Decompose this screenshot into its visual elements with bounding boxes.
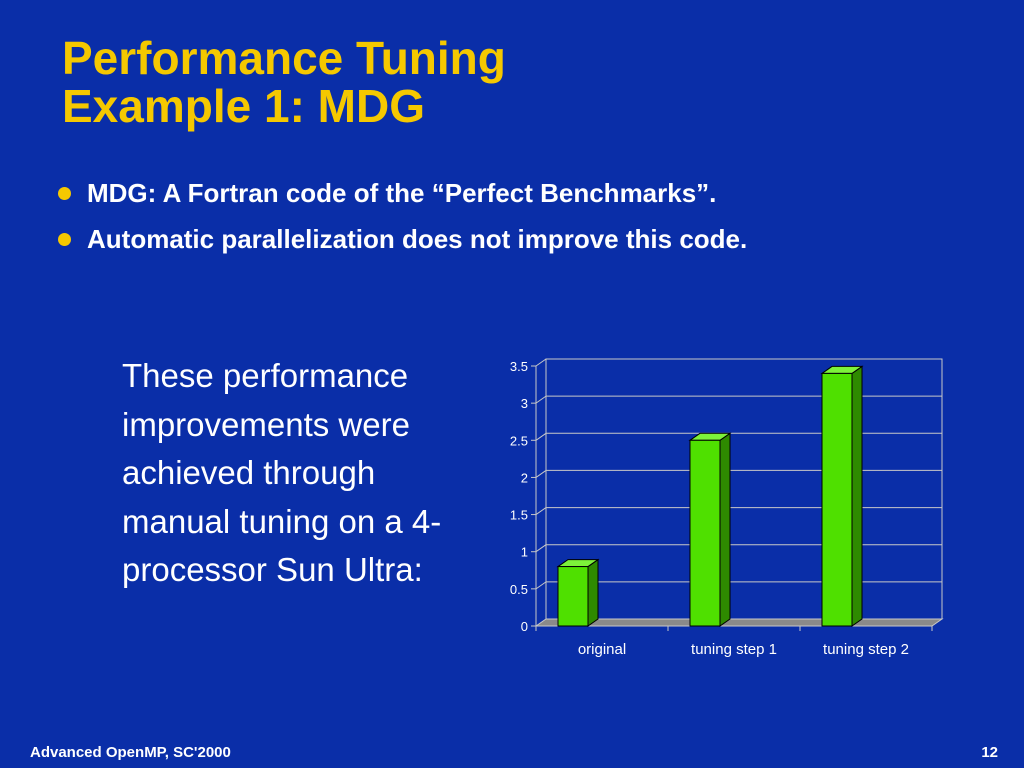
footer-text: Advanced OpenMP, SC'2000 [30,744,231,761]
bullet-item: Automatic parallelization does not impro… [56,224,747,254]
slide-title: Performance Tuning Example 1: MDG [62,34,506,130]
gridline-depth [535,358,547,367]
y-tick-label: 2 [521,470,528,485]
title-line-1: Performance Tuning [62,32,506,84]
bullet-list: MDG: A Fortran code of the “Perfect Benc… [56,178,747,270]
gridline-depth [535,395,547,404]
title-line-2: Example 1: MDG [62,80,425,132]
gridline-depth [535,544,547,553]
y-tick-label: 3.5 [510,359,528,374]
page-number: 12 [981,744,998,761]
bar [821,372,853,627]
y-tick-label: 0.5 [510,582,528,597]
bullet-text: MDG: A Fortran code of the “Perfect Benc… [87,178,717,208]
bullet-dot-icon [58,232,71,246]
gridline-depth [535,581,547,590]
plot-back-wall [545,358,943,620]
gridline-depth [535,507,547,515]
y-tick-label: 2.5 [510,433,528,448]
x-tick-label: tuning step 2 [823,641,909,658]
bar-chart: 0 0.5 1 1.5 2 2.5 3 3.5 original tuning step 1 tun… [510,358,944,658]
bullet-dot-icon [58,186,71,200]
y-tick-label: 0 [521,619,528,634]
description-text: These performance improvements were achi… [122,357,442,588]
y-tick-label: 1 [521,545,528,560]
bullet-item: MDG: A Fortran code of the “Perfect Benc… [56,178,747,208]
x-tick-label: tuning step 1 [691,641,777,658]
bar-side [587,558,599,627]
x-tick-label: original [578,641,626,658]
gridline-depth [535,432,547,441]
y-tick-label: 3 [521,396,528,411]
bullet-text: Automatic parallelization does not impro… [87,224,748,254]
bar-side [719,432,731,627]
bar [689,439,721,627]
y-tick-label: 1.5 [510,508,528,523]
bar [557,566,589,627]
gridline-depth [535,470,547,478]
bar-side [851,365,863,627]
